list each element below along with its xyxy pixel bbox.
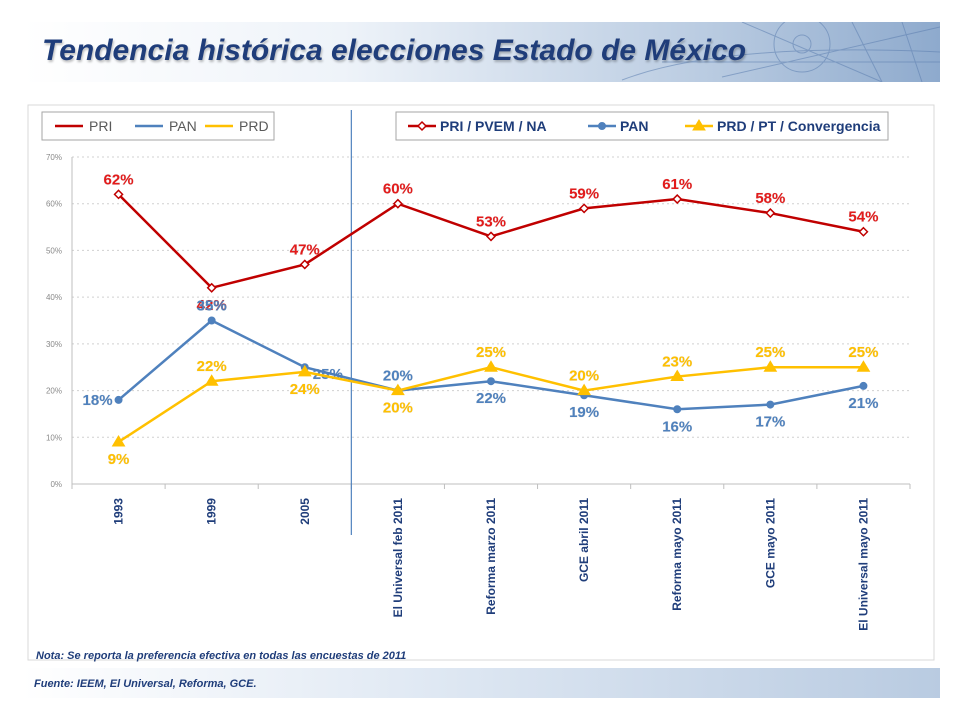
legend-item-label: PRD / PT / Convergencia: [717, 118, 881, 134]
legend-item-label: PAN: [169, 118, 197, 134]
data-point: [856, 360, 871, 372]
data-label: 42%: [197, 297, 227, 314]
data-label: 20%: [569, 368, 599, 385]
data-label: 25%: [755, 344, 785, 361]
x-tick-label: El Universal feb 2011: [391, 498, 405, 618]
data-point: [299, 259, 310, 270]
data-point: [598, 122, 606, 130]
data-point: [766, 400, 775, 409]
y-tick-label: 60%: [46, 200, 62, 209]
data-point: [670, 369, 685, 382]
data-label: 16%: [662, 418, 692, 435]
data-point: [765, 207, 776, 219]
compass-map-decoration: [621, 22, 940, 82]
source-bar: Fuente: IEEM, El Universal, Reforma, GCE…: [22, 668, 940, 698]
chart-frame: [27, 104, 935, 661]
data-label: 22%: [476, 390, 506, 407]
data-label: 9%: [108, 451, 130, 468]
data-label: 59%: [569, 185, 599, 202]
data-point: [114, 395, 123, 404]
legend-item-label: PRI / PVEM / NA: [440, 118, 547, 134]
data-label: 19%: [569, 404, 599, 421]
data-label: 20%: [383, 368, 413, 385]
data-label: 62%: [104, 171, 134, 188]
data-label: 23%: [662, 354, 692, 371]
series-prd-pt-convergencia: 9% 22% 24% 20% 25% 20% 23% 25% 25%: [107, 344, 878, 468]
data-point: [391, 383, 405, 396]
x-tick-label: GCE mayo 2011: [763, 498, 777, 588]
series-pan: 18% 35% 25% 20% 22% 19% 16% 17% 21%: [82, 297, 879, 435]
data-point: [672, 193, 683, 205]
x-tick-label: 1993: [112, 498, 126, 525]
data-label: 58%: [755, 190, 785, 207]
data-label: 47%: [290, 241, 320, 258]
x-tick-label: Reforma mayo 2011: [670, 498, 684, 611]
data-label: 18%: [83, 392, 113, 409]
y-tick-label: 50%: [46, 246, 62, 255]
data-label: 22%: [197, 358, 227, 375]
data-label: 53%: [476, 213, 506, 230]
data-point: [859, 381, 868, 390]
data-label: 61%: [662, 176, 692, 193]
data-point: [204, 374, 219, 386]
y-tick-label: 20%: [46, 387, 62, 396]
data-label: 54%: [848, 209, 878, 226]
legend-item-label: PRI: [89, 118, 112, 134]
data-point: [673, 405, 682, 414]
x-tick-label: 2005: [298, 498, 312, 525]
data-label: 25%: [476, 344, 506, 361]
x-tick-label: Reforma marzo 2011: [484, 498, 498, 615]
y-tick-label: 40%: [46, 293, 62, 302]
y-tick-label: 30%: [46, 340, 62, 349]
data-point: [113, 189, 124, 200]
data-label: 35%: [197, 298, 227, 315]
x-tick-label: El Universal mayo 2011: [856, 498, 870, 631]
footnote: Nota: Se reporta la preferencia efectiva…: [36, 650, 407, 662]
data-label: 20%: [383, 400, 413, 417]
data-point: [858, 226, 869, 237]
source-text: Fuente: IEEM, El Universal, Reforma, GCE…: [34, 678, 257, 690]
data-point: [484, 360, 498, 372]
y-tick-label: 10%: [46, 433, 62, 442]
legend-box: [395, 111, 889, 141]
data-point: [297, 364, 312, 377]
data-point: [763, 360, 778, 372]
data-point: [485, 231, 497, 242]
legend-coalitions: PRI / PVEM / NA PAN PRD / PT / Convergenci…: [395, 111, 889, 141]
x-tick-label: GCE abril 2011: [577, 498, 591, 582]
data-label: 24%: [290, 381, 320, 398]
data-point: [692, 119, 706, 131]
data-label: 25%: [848, 344, 878, 361]
data-point: [579, 203, 590, 214]
data-point: [207, 316, 216, 325]
data-label: 21%: [848, 395, 878, 412]
legend-item-label: PAN: [620, 118, 649, 134]
data-label: 17%: [755, 414, 785, 431]
legend-item-label: PRD: [239, 118, 269, 134]
y-tick-label: 70%: [46, 153, 62, 162]
data-point: [577, 383, 591, 396]
series-pri-pvem-na: 62% 42% 47% 60% 53% 59% 61% 58% 54%: [103, 171, 879, 314]
data-point: [111, 434, 126, 447]
legend-historical: PRI PAN PRD: [41, 111, 275, 141]
data-point: [206, 282, 217, 293]
data-point: [487, 377, 495, 386]
data-point: [392, 198, 403, 209]
y-tick-label: 0%: [50, 480, 62, 489]
title-banner: Tendencia histórica elecciones Estado de…: [22, 22, 940, 82]
page-title: Tendencia histórica elecciones Estado de…: [42, 34, 747, 67]
data-label: 60%: [383, 181, 413, 198]
x-tick-label: 1999: [205, 498, 219, 525]
data-point: [416, 120, 428, 132]
